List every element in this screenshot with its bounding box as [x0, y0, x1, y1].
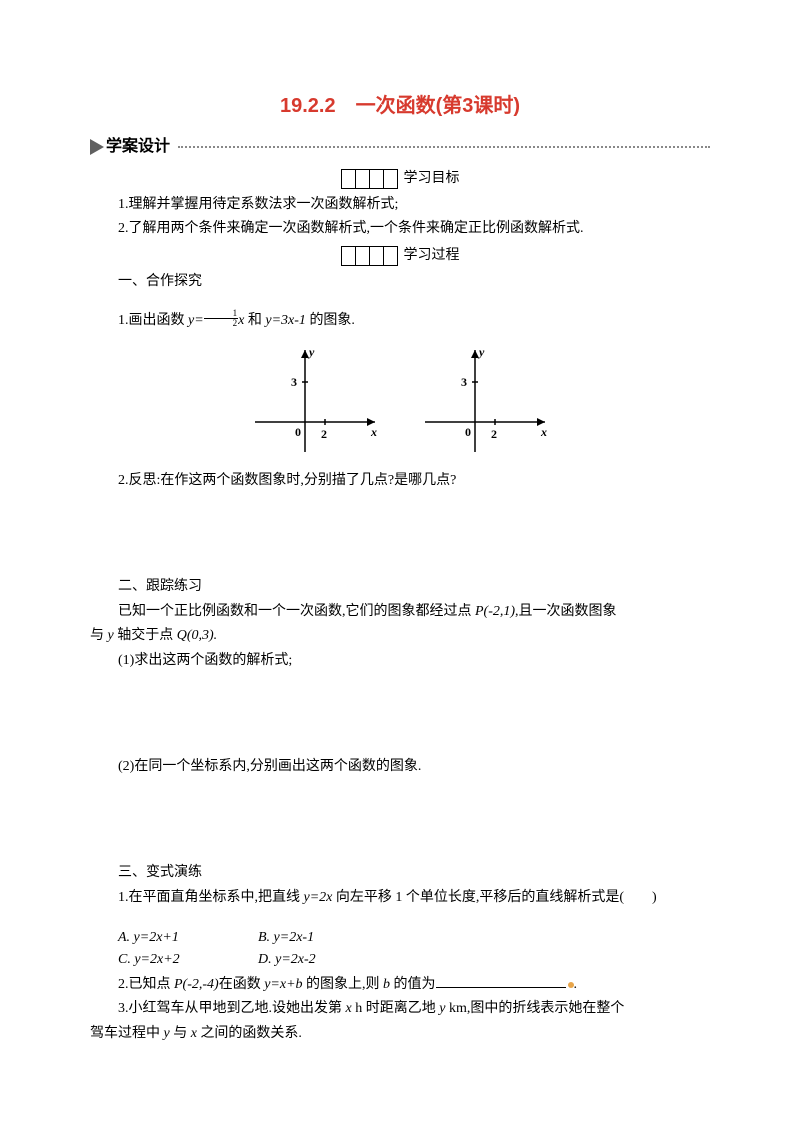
page-title: 19.2.2 一次函数(第3课时) [90, 90, 710, 122]
goal-text: 学习目标 [404, 168, 460, 190]
svg-text:x: x [370, 425, 377, 439]
goal-1: 1.理解并掌握用待定系数法求一次函数解析式; [90, 194, 710, 216]
s3q2b: 在函数 [219, 977, 265, 992]
goal-label: 学习目标 [90, 168, 710, 190]
option-c: C. y=2x+2 [118, 949, 258, 971]
q1-mid: 和 [244, 313, 265, 328]
s3-question-1: 1.在平面直角坐标系中,把直线 y=2x 向左平移 1 个单位长度,平移后的直线… [90, 887, 710, 909]
s2-question-2: (2)在同一个坐标系内,分别画出这两个函数的图象. [90, 756, 710, 778]
s3q3c: km,图中的折线表示她在整个 [445, 1001, 624, 1016]
option-b: B. y=2x-1 [258, 927, 398, 949]
coordinate-graphs: y x 0 2 3 y x 0 2 3 [90, 342, 710, 462]
s3q2e: . [574, 977, 578, 992]
svg-text:2: 2 [491, 427, 497, 441]
eq2: y=3x-1 [265, 313, 306, 328]
process-text: 学习过程 [404, 245, 460, 267]
s2-point-q: Q(0,3). [177, 628, 217, 643]
graph-2: y x 0 2 3 [415, 342, 555, 462]
s3-q1-options: A. y=2x+1 B. y=2x-1 C. y=2x+2 D. y=2x-2 [118, 927, 710, 972]
s3q3a: 3.小红驾车从甲地到乙地.设她出发第 [118, 1001, 346, 1016]
section-2-title: 二、跟踪练习 [90, 576, 710, 598]
s2-point-p: P(-2,1) [475, 604, 515, 619]
s1-question-1: 1.画出函数 y=12x 和 y=3x-1 的图象. [90, 310, 710, 332]
s2b: ,且一次函数图象 [515, 604, 617, 619]
graph-1: y x 0 2 3 [245, 342, 385, 462]
s3q2c: 的图象上,则 [303, 977, 384, 992]
s3q2p: P(-2,-4) [174, 977, 219, 992]
box-ruler-icon [341, 169, 398, 189]
banner-text: 学案设计 [106, 134, 170, 160]
s3q3d: 驾车过程中 [90, 1026, 164, 1041]
q1-pre: 1.画出函数 [118, 313, 188, 328]
triangle-icon [90, 139, 104, 155]
s3-question-3-line1: 3.小红驾车从甲地到乙地.设她出发第 x h 时距离乙地 y km,图中的折线表… [90, 998, 710, 1020]
svg-text:y: y [307, 345, 315, 359]
s2d: 轴交于点 [114, 628, 177, 643]
s3q1eq: y=2x [304, 890, 333, 905]
s2-question-1: (1)求出这两个函数的解析式; [90, 650, 710, 672]
dotted-line [178, 146, 710, 148]
section-3-title: 三、变式演练 [90, 862, 710, 884]
s3q3b: h 时距离乙地 [352, 1001, 440, 1016]
s3q2a: 2.已知点 [118, 977, 174, 992]
svg-text:x: x [540, 425, 547, 439]
goal-2: 2.了解用两个条件来确定一次函数解析式,一个条件来确定正比例函数解析式. [90, 218, 710, 240]
fraction-half: 12 [204, 309, 239, 328]
eq1a: y= [188, 313, 204, 328]
option-a: A. y=2x+1 [118, 927, 258, 949]
s2-intro-line1: 已知一个正比例函数和一个一次函数,它们的图象都经过点 P(-2,1),且一次函数… [90, 601, 710, 623]
s3-question-3-line2: 驾车过程中 y 与 x 之间的函数关系. [90, 1023, 710, 1045]
svg-text:0: 0 [295, 425, 301, 439]
svg-text:2: 2 [321, 427, 327, 441]
s1-question-2: 2.反思:在作这两个函数图象时,分别描了几点?是哪几点? [90, 470, 710, 492]
process-label: 学习过程 [90, 245, 710, 267]
design-banner: 学案设计 [90, 134, 710, 160]
s3q2d: 的值为 [390, 977, 436, 992]
s3q1a: 1.在平面直角坐标系中,把直线 [118, 890, 304, 905]
q1-post: 的图象. [306, 313, 355, 328]
s2-intro-line2: 与 y 轴交于点 Q(0,3). [90, 625, 710, 647]
s2c: 与 [90, 628, 108, 643]
s2a: 已知一个正比例函数和一个一次函数,它们的图象都经过点 [118, 604, 475, 619]
s3q3f: 之间的函数关系. [197, 1026, 302, 1041]
s3q2eq: y=x+b [264, 977, 302, 992]
s3-question-2: 2.已知点 P(-2,-4)在函数 y=x+b 的图象上,则 b 的值为. [90, 974, 710, 996]
section-1-title: 一、合作探究 [90, 271, 710, 293]
s3q2bvar: b [383, 977, 390, 992]
svg-text:y: y [477, 345, 485, 359]
svg-text:3: 3 [291, 375, 297, 389]
s3q1b: 向左平移 1 个单位长度,平移后的直线解析式是( ) [332, 890, 656, 905]
s3q3e: 与 [170, 1026, 191, 1041]
svg-text:3: 3 [461, 375, 467, 389]
option-d: D. y=2x-2 [258, 949, 398, 971]
blank-fill [436, 987, 566, 988]
svg-text:0: 0 [465, 425, 471, 439]
box-ruler-icon [341, 246, 398, 266]
